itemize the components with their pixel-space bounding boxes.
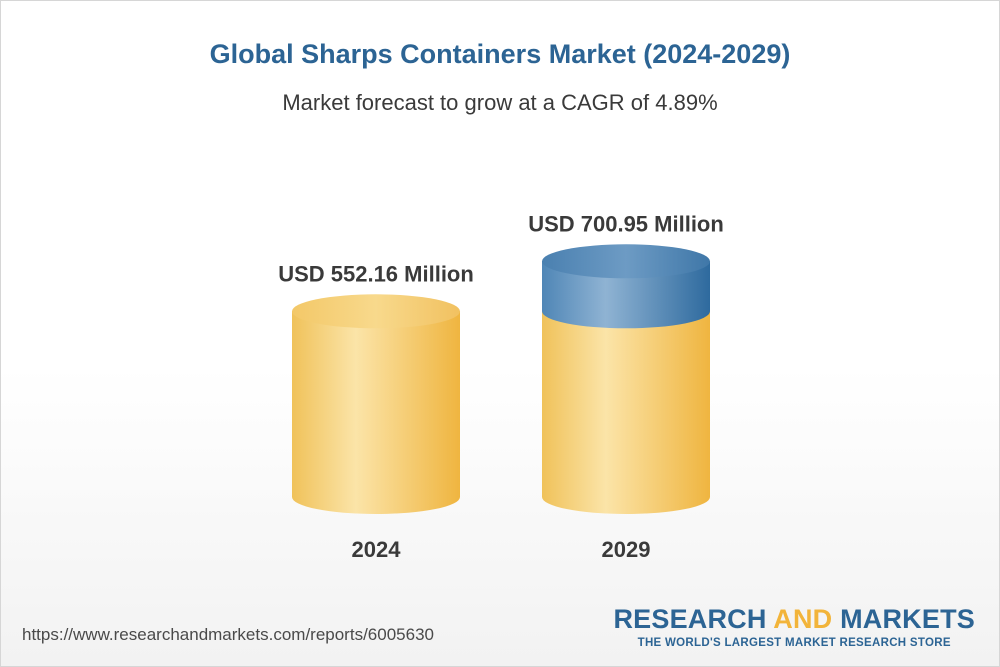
bar-2029-base-segment [542,311,710,514]
brand-logo: RESEARCH AND MARKETS THE WORLD'S LARGEST… [613,604,975,649]
bar-2024-top [292,294,460,329]
category-label: 2029 [602,537,651,562]
bar-2024-body [292,311,460,514]
brand-name-accent: AND [773,604,833,634]
bar-value-label: USD 700.95 Million [528,211,724,236]
source-url[interactable]: https://www.researchandmarkets.com/repor… [22,625,434,644]
bar-2029-growth-segment [542,261,710,329]
bar-value-label: USD 552.16 Million [278,261,474,286]
chart-subtitle: Market forecast to grow at a CAGR of 4.8… [282,90,718,115]
chart-title: Global Sharps Containers Market (2024-20… [209,39,791,69]
brand-tagline: THE WORLD'S LARGEST MARKET RESEARCH STOR… [637,637,951,649]
bar-2029-top [542,244,710,279]
brand-name-part: MARKETS [832,604,975,634]
brand-name-part: RESEARCH [613,604,774,634]
chart-area: USD 552.16 Million 2024 USD 700.95 Million… [278,211,724,562]
category-label: 2024 [352,537,402,562]
